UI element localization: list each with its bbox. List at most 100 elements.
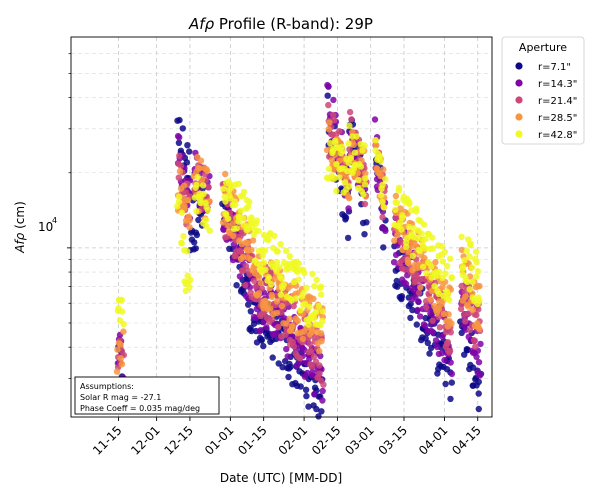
data-point-series-4 (273, 259, 281, 266)
data-point-series-0 (447, 395, 454, 403)
chart-title: Afρ Profile (R-band): 29P (188, 15, 373, 33)
assumptions-line-3: Phase Coeff = 0.035 mag/deg (80, 404, 200, 413)
data-point-series-4 (200, 182, 207, 189)
data-point-series-4 (274, 248, 281, 255)
data-point-series-2 (310, 353, 318, 360)
data-point-series-3 (286, 315, 293, 322)
data-point-series-3 (462, 293, 469, 300)
data-point-series-2 (472, 343, 479, 350)
data-point-series-4 (280, 281, 287, 288)
data-point-series-0 (248, 327, 255, 335)
data-point-series-4 (357, 163, 365, 170)
data-point-series-4 (204, 206, 211, 214)
y-tick-label-exponent: 4 (52, 216, 57, 225)
data-point-series-2 (470, 337, 478, 344)
data-point-series-3 (114, 346, 121, 353)
data-point-series-4 (220, 185, 227, 192)
data-point-series-1 (311, 390, 318, 398)
data-point-series-0 (285, 373, 292, 381)
data-point-series-1 (477, 340, 484, 348)
legend-marker-21-4 (515, 96, 523, 104)
data-point-series-0 (303, 392, 310, 400)
legend-title: Aperture (519, 41, 567, 54)
data-point-series-4 (120, 320, 127, 328)
data-point-series-4 (336, 174, 343, 181)
data-point-series-4 (244, 203, 252, 211)
data-point-series-1 (438, 350, 446, 357)
data-point-series-0 (398, 293, 406, 300)
data-point-series-2 (415, 289, 423, 296)
data-point-series-2 (447, 329, 454, 336)
data-point-series-2 (361, 200, 369, 208)
data-point-series-0 (324, 92, 331, 99)
data-point-series-4 (331, 137, 339, 144)
data-point-series-4 (118, 308, 126, 315)
y-axis-label-rest: (cm) (13, 201, 27, 232)
data-point-series-4 (341, 179, 349, 186)
data-point-series-4 (325, 165, 333, 173)
data-point-series-4 (178, 240, 185, 247)
data-point-series-3 (267, 305, 274, 312)
data-point-series-0 (269, 354, 276, 361)
data-point-series-4 (301, 269, 308, 277)
legend-label-28-5: r=28.5" (538, 113, 577, 124)
data-point-series-1 (325, 83, 332, 90)
legend-marker-28-5 (515, 113, 523, 121)
data-point-series-0 (297, 383, 304, 390)
data-point-series-4 (406, 199, 413, 206)
data-point-series-4 (193, 208, 200, 215)
data-point-series-4 (327, 140, 334, 147)
assumptions-line-1: Assumptions: (80, 382, 134, 391)
legend-marker-42-8 (515, 130, 523, 138)
data-point-series-4 (268, 281, 275, 288)
data-point-series-4 (292, 295, 300, 302)
data-point-series-4 (468, 264, 476, 271)
data-point-series-0 (393, 277, 400, 285)
data-point-series-4 (459, 263, 466, 270)
data-point-series-4 (345, 159, 352, 167)
data-point-series-2 (275, 323, 282, 331)
data-point-series-4 (235, 180, 242, 187)
data-point-series-1 (263, 324, 270, 331)
x-axis-label: Date (UTC) [MM-DD] (220, 471, 342, 485)
data-point-series-1 (293, 362, 300, 369)
legend-label-14-3: r=14.3" (538, 79, 577, 90)
data-point-series-0 (186, 148, 193, 155)
data-point-series-3 (120, 328, 127, 335)
legend-entry: r=7.1" (515, 62, 571, 73)
data-point-series-4 (319, 308, 327, 315)
data-point-series-3 (176, 168, 184, 175)
data-point-series-2 (401, 266, 409, 273)
legend-label-21-4: r=21.4" (538, 96, 577, 107)
data-point-series-4 (476, 297, 483, 305)
data-point-series-2 (336, 128, 343, 135)
data-point-series-3 (283, 320, 290, 327)
data-point-series-2 (296, 355, 303, 362)
data-point-series-4 (222, 198, 229, 205)
data-point-series-4 (380, 204, 387, 211)
data-point-series-4 (265, 236, 272, 244)
data-point-series-1 (330, 96, 337, 104)
data-point-series-4 (436, 268, 443, 276)
data-point-series-0 (247, 308, 254, 315)
data-point-series-4 (420, 221, 428, 228)
data-point-series-4 (355, 176, 362, 184)
data-point-series-3 (273, 298, 281, 305)
data-point-series-3 (249, 237, 257, 244)
data-point-series-0 (413, 321, 420, 328)
data-point-series-4 (240, 188, 248, 196)
data-point-series-1 (284, 353, 291, 360)
data-point-series-2 (346, 146, 353, 153)
data-point-series-4 (414, 234, 421, 242)
data-point-series-4 (203, 223, 210, 230)
data-point-series-4 (255, 227, 262, 235)
assumptions-line-2: Solar R mag = -27.1 (80, 393, 161, 402)
data-point-series-4 (438, 242, 445, 250)
data-point-series-1 (439, 333, 446, 340)
data-points (113, 81, 485, 420)
data-point-series-0 (176, 116, 183, 124)
data-point-series-0 (363, 219, 370, 226)
data-point-series-4 (395, 187, 403, 194)
data-point-series-4 (197, 199, 204, 207)
data-point-series-4 (372, 137, 379, 144)
